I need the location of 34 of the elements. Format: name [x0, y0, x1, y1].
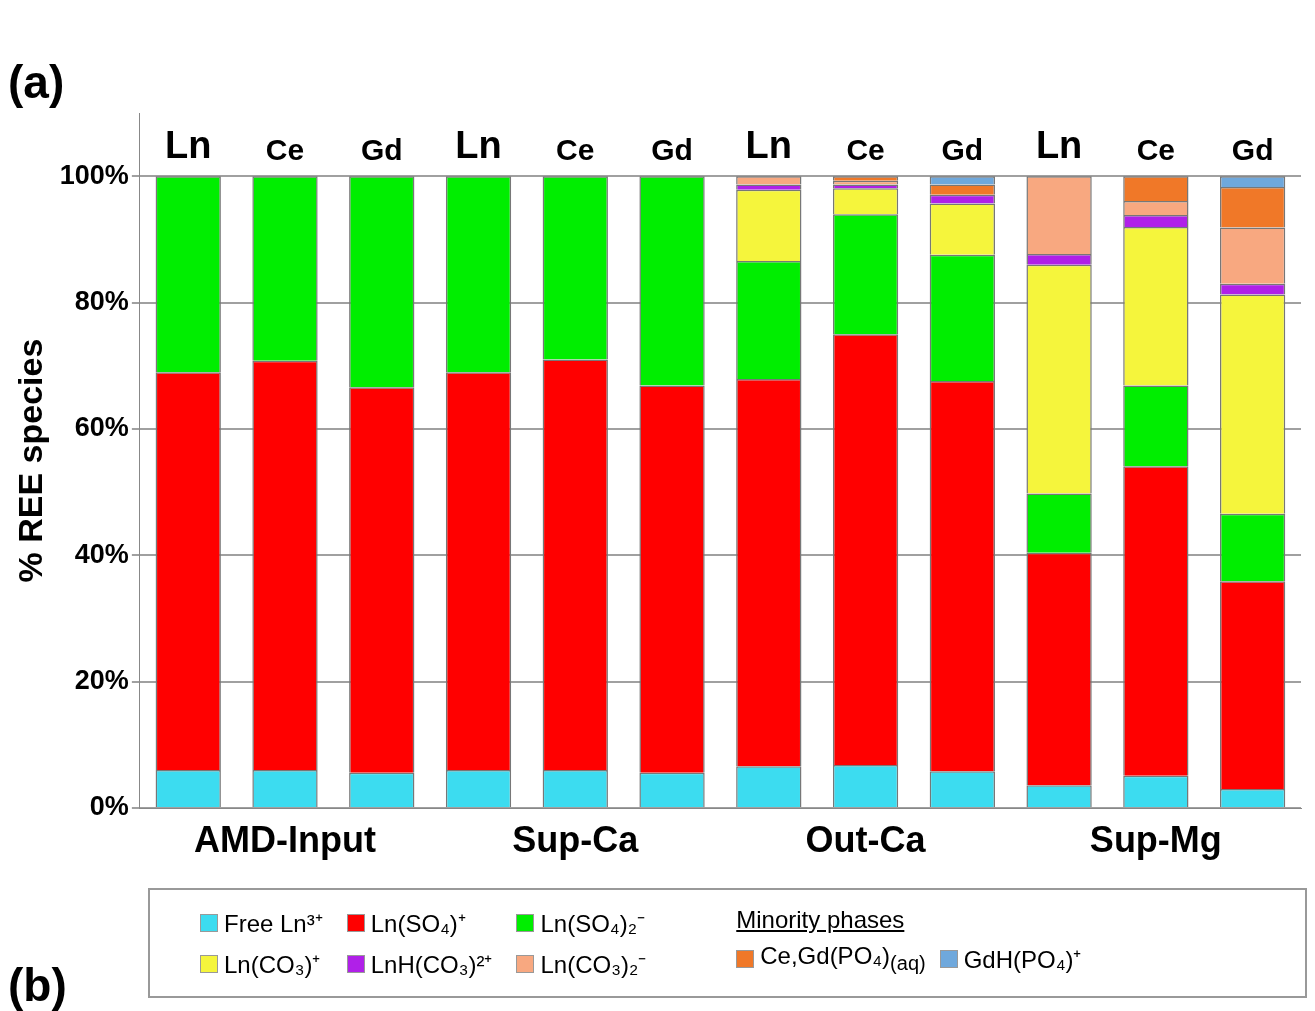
text: (b)	[8, 958, 67, 1011]
x-tick-label: Ce	[846, 132, 885, 166]
x-tick-label: Gd	[1231, 132, 1274, 166]
y-tick-label: 20%	[74, 665, 129, 696]
x-tick-label: Ce	[556, 132, 595, 166]
text: AMD-Input	[194, 818, 376, 860]
y-axis-title: % REE species	[10, 338, 49, 583]
legend-label: GdH(PO₄)⁺	[963, 945, 1082, 975]
text: Sup-Mg	[1089, 818, 1222, 860]
y-tick-label: 40%	[74, 538, 129, 569]
x-tick-label: Ce	[265, 132, 305, 166]
x-tick-label: Gd	[651, 132, 693, 166]
text: Out-Ca	[805, 818, 927, 860]
legend-title: Minority phases	[736, 906, 906, 934]
y-tick-label: 0%	[89, 791, 129, 822]
x-tick-label: Ln	[165, 123, 212, 166]
x-tick-label: Gd	[360, 132, 403, 166]
text: Sup-Ca	[512, 818, 640, 860]
legend-label: Ln(SO₄)⁺	[370, 909, 466, 939]
chart-title: (a)	[8, 56, 65, 109]
legend-label: Ln(CO₃)⁺	[224, 950, 321, 980]
legend-label: Ln(SO₄)₂⁻	[540, 909, 645, 939]
x-tick-label: Ln	[1035, 123, 1083, 166]
x-tick-label: Ln	[455, 123, 502, 166]
legend-label: Free Ln³⁺	[224, 909, 323, 939]
y-tick-label: 80%	[74, 286, 129, 317]
y-tick-label: 60%	[74, 412, 129, 443]
legend-label: Ce,Gd(PO₄)$_{(aq)}$	[760, 942, 926, 975]
legend-label: LnH(CO₃)²⁺	[370, 950, 493, 980]
legend-label: Ln(CO₃)₂⁻	[540, 950, 647, 980]
x-tick-label: Gd	[941, 132, 984, 166]
x-tick-label: Ln	[745, 123, 793, 166]
x-tick-label: Ce	[1136, 132, 1176, 166]
y-tick-label: 100%	[59, 159, 129, 190]
